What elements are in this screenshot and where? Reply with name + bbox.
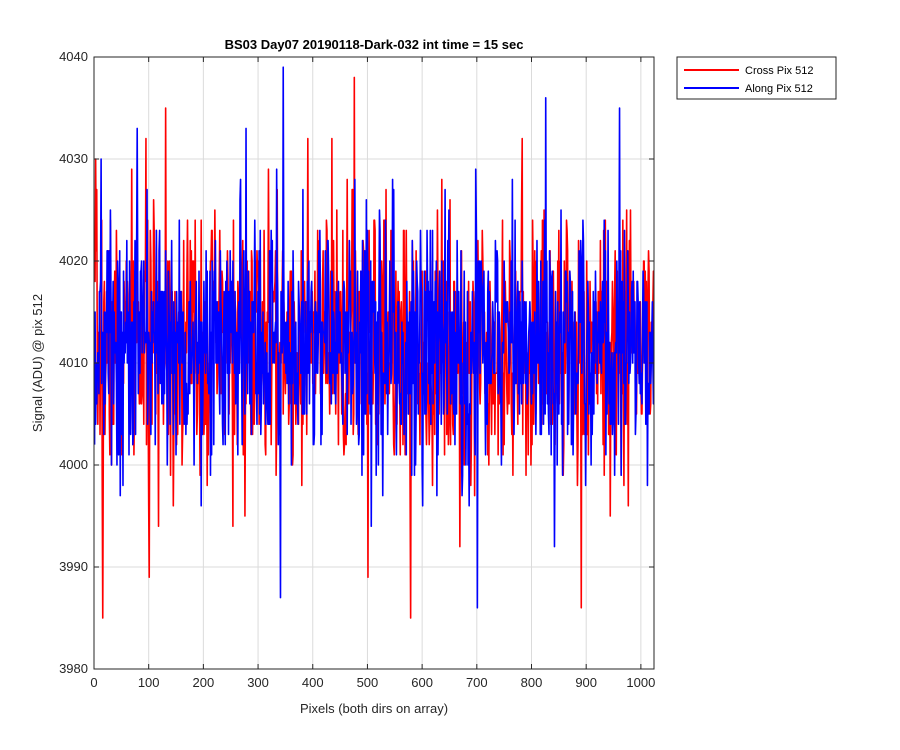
series-layer <box>94 66 654 619</box>
x-tick-label: 800 <box>521 675 543 690</box>
ticks: 0 100 200 300 400 500 600 700 800 900 1000 3980 3990… <box>59 49 655 690</box>
x-tick-label: 900 <box>575 675 597 690</box>
y-tick-label: 4010 <box>59 355 88 370</box>
x-tick-label: 700 <box>466 675 488 690</box>
chart-title: BS03 Day07 20190118-Dark-032 int time = … <box>225 37 524 52</box>
y-tick-label: 3980 <box>59 661 88 676</box>
y-tick-label: 4000 <box>59 457 88 472</box>
y-axis-label: Signal (ADU) @ pix 512 <box>30 294 45 432</box>
legend-box <box>676 56 837 100</box>
x-tick-label: 200 <box>193 675 215 690</box>
y-tick-label: 4030 <box>59 151 88 166</box>
x-tick-label: 400 <box>302 675 324 690</box>
x-tick-label: 1000 <box>626 675 655 690</box>
x-tick-label: 600 <box>411 675 433 690</box>
x-tick-label: 500 <box>357 675 379 690</box>
x-tick-label: 0 <box>90 675 97 690</box>
x-tick-label: 300 <box>247 675 269 690</box>
x-axis-label: Pixels (both dirs on array) <box>300 701 448 716</box>
legend: Cross Pix 512 Along Pix 512 <box>676 56 837 100</box>
y-tick-label: 4040 <box>59 49 88 64</box>
legend-label-cross: Cross Pix 512 <box>745 65 813 77</box>
series-line-along-pix-512 <box>94 66 654 609</box>
legend-label-along: Along Pix 512 <box>745 83 813 95</box>
y-tick-label: 4020 <box>59 253 88 268</box>
y-tick-label: 3990 <box>59 559 88 574</box>
x-tick-label: 100 <box>138 675 160 690</box>
